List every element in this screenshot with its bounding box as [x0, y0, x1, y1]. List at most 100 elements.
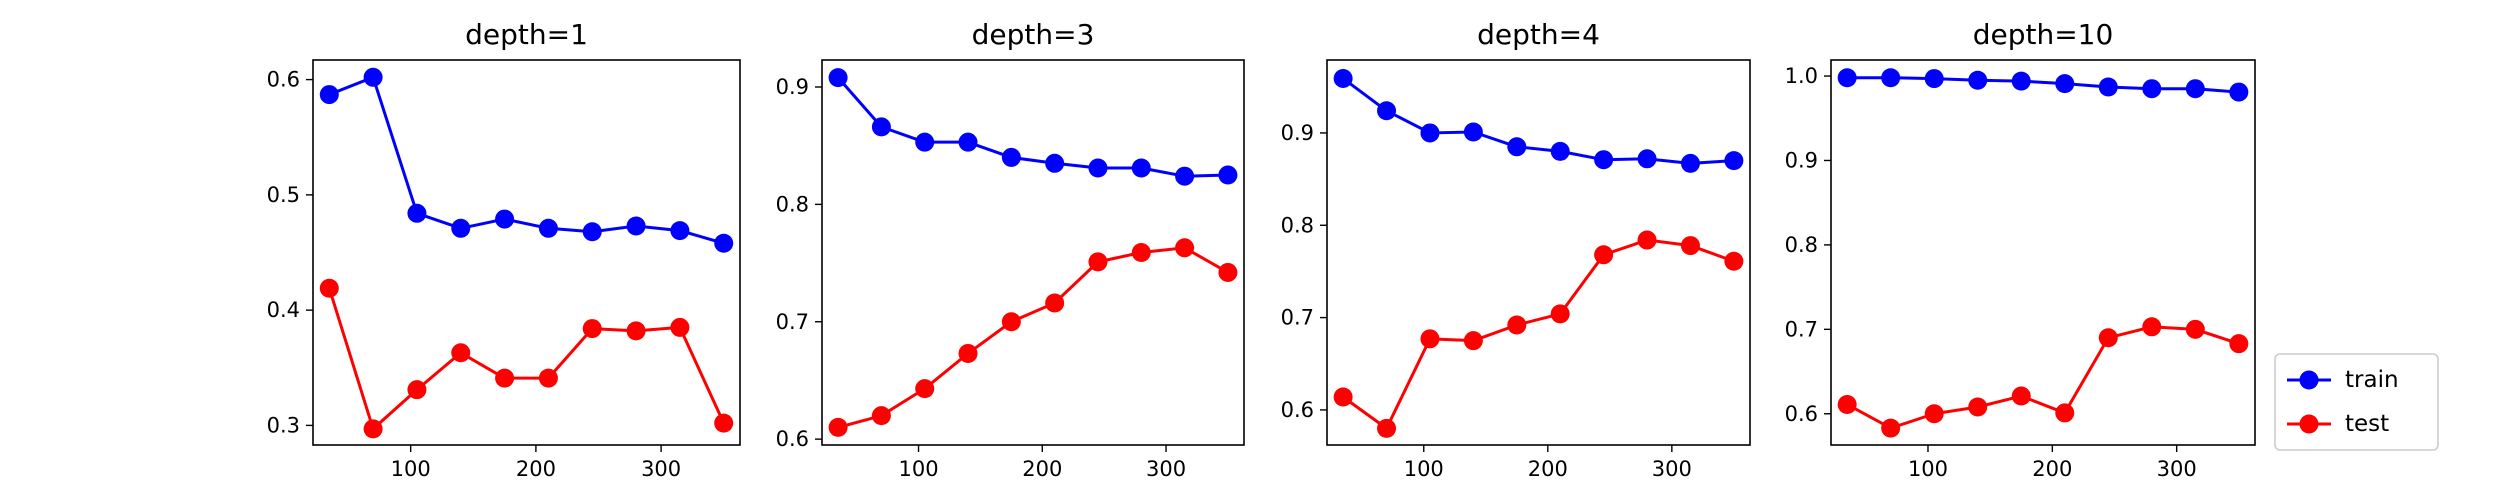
x-tick-label: 100	[898, 457, 938, 481]
series-line-train	[836, 76, 1228, 178]
data-point-test	[1881, 418, 1901, 438]
y-tick-label: 0.7	[776, 310, 809, 334]
data-point-test	[1550, 304, 1570, 324]
data-point-test	[1837, 394, 1857, 414]
series-test	[828, 238, 1238, 437]
data-point-test	[871, 406, 891, 426]
data-point-train	[1175, 166, 1195, 186]
data-point-test	[626, 321, 646, 341]
data-point-train	[1088, 158, 1108, 178]
subplot-title: depth=3	[972, 18, 1095, 51]
data-point-test	[714, 413, 734, 433]
data-point-test	[495, 368, 515, 388]
legend-label-train: train	[2345, 367, 2399, 393]
data-point-test	[1377, 418, 1397, 438]
x-tick-label: 200	[516, 457, 556, 481]
series-train	[1333, 68, 1744, 173]
data-point-train	[2185, 79, 2205, 99]
data-point-train	[1594, 150, 1614, 170]
legend-entry-train: train	[2287, 367, 2399, 393]
data-point-train	[1837, 68, 1857, 88]
data-point-test	[1333, 387, 1353, 407]
data-point-train	[1045, 153, 1065, 173]
data-point-train	[1001, 147, 1021, 167]
data-point-test	[670, 317, 690, 337]
data-point-test	[2098, 328, 2118, 348]
data-point-train	[1218, 165, 1238, 185]
x-tick-label: 100	[391, 457, 431, 481]
data-point-train	[1550, 141, 1570, 161]
data-point-train	[407, 203, 427, 223]
data-point-test	[1088, 252, 1108, 272]
data-point-test	[1463, 331, 1483, 351]
data-point-train	[1420, 123, 1440, 143]
data-point-test	[1924, 404, 1944, 424]
data-point-test	[1968, 397, 1988, 417]
data-point-test	[2055, 403, 2075, 423]
subplot-title: depth=4	[1477, 18, 1600, 51]
series-line-test	[327, 287, 726, 431]
data-point-train	[1333, 68, 1353, 88]
data-point-test	[1131, 243, 1151, 262]
data-point-train	[2098, 77, 2118, 97]
legend-marker-test	[2299, 414, 2319, 434]
data-point-train	[1968, 70, 1988, 90]
data-point-train	[828, 68, 848, 88]
legend-marker-train	[2299, 370, 2319, 390]
data-point-train	[451, 218, 471, 238]
y-tick-label: 0.3	[267, 413, 300, 437]
series-train	[828, 68, 1238, 186]
data-point-test	[2185, 319, 2205, 339]
axes-frame	[1326, 59, 1751, 446]
data-point-test	[1507, 315, 1527, 335]
data-point-train	[871, 117, 891, 137]
x-tick-label: 300	[1146, 457, 1186, 481]
x-tick-label: 200	[1528, 457, 1568, 481]
data-point-test	[1001, 312, 1021, 332]
legend-entry-test: test	[2287, 411, 2389, 437]
data-point-test	[1680, 236, 1700, 256]
subplot-2: depth=3 100 200 300 0.6 0.7 0.8 0.9	[776, 18, 1245, 481]
y-tick-label: 0.7	[1281, 306, 1314, 330]
y-tick-label: 0.6	[1785, 402, 1818, 426]
subplot-panels: depth=1 100 200 300 0.3 0.4 0.5 0.6 depth=3 100 20…	[267, 18, 2256, 481]
data-point-test	[538, 368, 558, 388]
data-point-test	[1045, 293, 1065, 313]
y-tick-label: 0.8	[1785, 233, 1818, 257]
data-point-test	[915, 379, 935, 399]
data-point-train	[626, 216, 646, 236]
subplot-4: depth=10 100 200 300 0.6 0.7 0.8 0.9 1.0	[1785, 18, 2256, 481]
data-point-train	[670, 221, 690, 241]
data-point-train	[495, 209, 515, 229]
data-point-test	[451, 343, 471, 363]
data-point-test	[2142, 317, 2162, 337]
data-point-test	[1724, 251, 1744, 271]
y-tick-label: 0.5	[267, 183, 300, 207]
data-point-train	[2011, 71, 2031, 91]
data-point-train	[1680, 153, 1700, 173]
x-tick-label: 300	[2157, 457, 2197, 481]
series-test	[1333, 230, 1744, 438]
y-tick-label: 0.6	[1281, 398, 1314, 422]
data-point-train	[319, 85, 339, 105]
data-point-train	[538, 218, 558, 238]
data-point-test	[407, 380, 427, 400]
y-tick-label: 0.8	[776, 192, 809, 216]
data-point-train	[1131, 158, 1151, 178]
x-tick-label: 100	[1404, 457, 1444, 481]
data-point-test	[1218, 262, 1238, 282]
data-point-train	[2142, 79, 2162, 99]
series-test	[1837, 317, 2249, 438]
data-point-test	[2011, 386, 2031, 406]
y-tick-label: 1.0	[1785, 64, 1818, 88]
data-point-train	[1724, 151, 1744, 171]
data-point-train	[1507, 137, 1527, 157]
series-line-train	[1342, 77, 1734, 165]
series-train	[1837, 68, 2249, 102]
subplot-1: depth=1 100 200 300 0.3 0.4 0.5 0.6	[267, 18, 741, 481]
subplot-title: depth=1	[465, 18, 588, 51]
data-point-test	[958, 343, 978, 363]
subplot-title: depth=10	[1973, 18, 2114, 51]
y-tick-label: 0.8	[1281, 213, 1314, 237]
